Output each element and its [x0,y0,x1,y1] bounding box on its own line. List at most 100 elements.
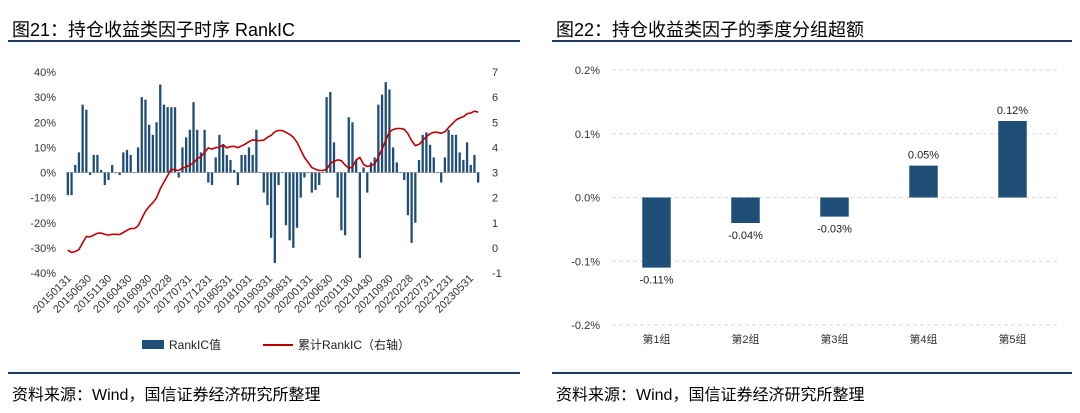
rankic-bar [428,144,432,173]
left-axis-tick-label: -10% [30,193,56,205]
rankic-bar [454,134,458,173]
rankic-bar [310,172,313,193]
rankic-bar [114,172,118,174]
rankic-bar [358,172,362,258]
rankic-bar [403,172,406,181]
left-axis-tick-label: 40% [34,67,56,79]
left-title-rule [8,40,520,42]
left-axis-tick-label: -20% [30,218,56,230]
rankic-bar [362,167,365,173]
rankic-bar [181,147,184,173]
bar-data-label: -0.11% [639,275,673,287]
rankic-bar [469,164,472,173]
rankic-bar [355,159,358,173]
group-bar [820,197,849,217]
rankic-bar [458,152,461,173]
left-axis-tick-label: -30% [30,243,56,255]
rankic-bar [270,172,273,238]
right-title-rule [552,40,1072,42]
rankic-bar [151,134,155,173]
rankic-bar [218,134,221,173]
rankic-bar [399,172,402,174]
rankic-bar [111,164,114,173]
rankic-bar [377,104,380,173]
rankic-bar [96,154,99,173]
rankic-bar [425,132,428,173]
rankic-bar [436,172,439,174]
right-chart-panel: 图22：持仓收益类因子的季度分组超额 0.2% 0.1% 0.0% -0.1% -0.2… [552,0,1072,413]
x-axis-category-label: 第4组 [909,332,937,346]
right-axis-tick-label: 0 [492,243,498,255]
rankic-bar [173,107,177,173]
bar-data-label: -0.04% [728,230,763,242]
rankic-bar [432,157,435,173]
rankic-bar [340,172,343,231]
rankic-bar [240,154,243,173]
legend-label-rankic: RankIC值 [169,337,221,352]
rankic-bar [66,172,69,196]
rankic-bar [196,129,199,173]
right-axis-tick-label: 4 [492,142,498,154]
bar-data-label: 0.05% [908,150,939,162]
left-chart-svg: 40% 30% 20% 10% 0% -10% -20% -30% -40% 7 6 5 4 3 2 1 0 -1… [30,67,501,352]
rankic-bar [384,82,387,173]
rankic-bar [303,172,306,178]
rankic-bar [299,172,302,198]
right-axis-tick-label: 7 [492,67,498,79]
x-axis-category-label: 第3组 [820,332,848,346]
rankic-bar [277,172,280,186]
rankic-bar [366,172,369,193]
rankic-bar [347,117,350,173]
rankic-bar [343,172,347,236]
rankic-bar [281,172,284,174]
rankic-bar [380,94,384,173]
x-axis-category-label: 第2组 [731,332,759,346]
rankic-bar [88,172,92,176]
rankic-bar [414,172,417,223]
rankic-bar [118,172,121,176]
group-bar [909,165,938,198]
rankic-bar [129,154,132,173]
rankic-bar [74,164,77,173]
rankic-bar [321,172,325,174]
rankic-bar [395,162,398,173]
x-axis-category-label: 第1组 [642,332,670,346]
rankic-bar [133,172,136,174]
rankic-bar [92,154,95,173]
rankic-bar [192,102,195,173]
rankic-bar [177,172,180,178]
bar-data-label: 0.12% [997,105,1028,117]
rankic-bar [170,107,173,173]
rankic-bar [233,169,236,173]
group-bar [998,121,1027,198]
rankic-bar [221,144,225,173]
left-source-note: 资料来源：Wind，国信证券经济研究所整理 [12,387,321,404]
rankic-bar [162,104,166,173]
rankic-bar [236,172,240,186]
rankic-bar [417,159,421,173]
legend-swatch-rankic [142,340,164,349]
rankic-bar [81,104,84,173]
rankic-bar [184,137,188,173]
rankic-bar [262,172,265,193]
rankic-bar [258,172,262,174]
rankic-bar [229,159,232,173]
rankic-bar [406,172,410,216]
rankic-bar [325,97,328,173]
rankic-bar [155,122,158,173]
rankic-bar [292,172,295,248]
rankic-bar [473,154,476,173]
rankic-bar [247,147,251,173]
rankic-bar [351,122,354,173]
rankic-bar [125,149,129,173]
rankic-bar [391,147,395,173]
rankic-bar [373,157,376,173]
rankic-bar [410,172,413,243]
x-axis-category-label: 第5组 [998,332,1026,346]
rankic-bar [122,152,125,173]
y-axis-tick-label: -0.2% [571,320,600,332]
rankic-bar [140,97,143,173]
left-axis-tick-label: -40% [30,268,56,280]
rankic-bar [136,147,140,173]
rankic-bar [295,172,299,228]
